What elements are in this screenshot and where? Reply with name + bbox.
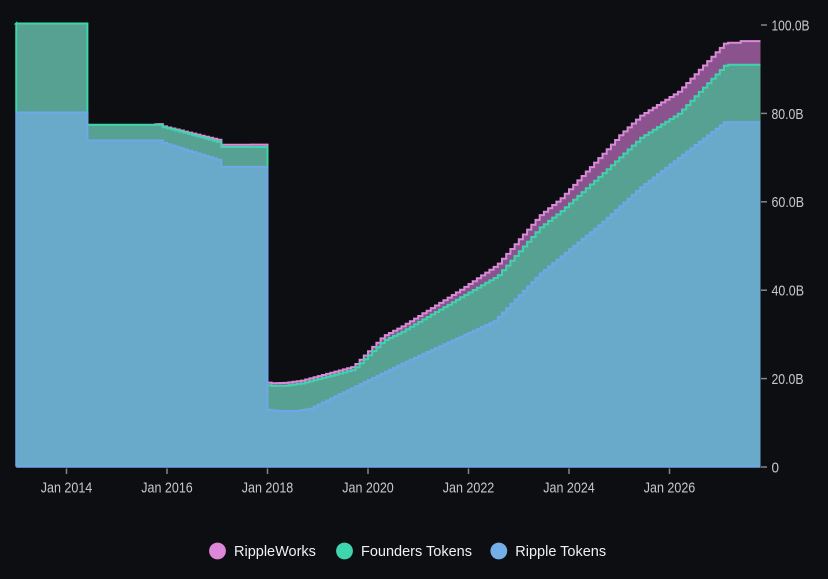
svg-text:Jan 2024: Jan 2024 xyxy=(543,479,595,496)
svg-text:40.0B: 40.0B xyxy=(772,283,805,300)
svg-text:100.0B: 100.0B xyxy=(772,17,810,34)
svg-text:60.0B: 60.0B xyxy=(772,194,805,211)
svg-text:Jan 2014: Jan 2014 xyxy=(41,479,93,496)
svg-text:Founders Tokens: Founders Tokens xyxy=(361,544,472,560)
svg-text:Jan 2018: Jan 2018 xyxy=(242,479,294,496)
svg-text:0: 0 xyxy=(772,459,780,476)
svg-text:Jan 2026: Jan 2026 xyxy=(644,479,696,496)
svg-text:Jan 2022: Jan 2022 xyxy=(443,479,495,496)
svg-text:20.0B: 20.0B xyxy=(772,371,804,388)
svg-text:80.0B: 80.0B xyxy=(772,106,804,123)
svg-text:Jan 2020: Jan 2020 xyxy=(342,479,394,496)
svg-text:Ripple Tokens: Ripple Tokens xyxy=(515,544,606,560)
svg-text:Jan 2016: Jan 2016 xyxy=(141,479,193,496)
svg-text:RippleWorks: RippleWorks xyxy=(234,544,316,560)
